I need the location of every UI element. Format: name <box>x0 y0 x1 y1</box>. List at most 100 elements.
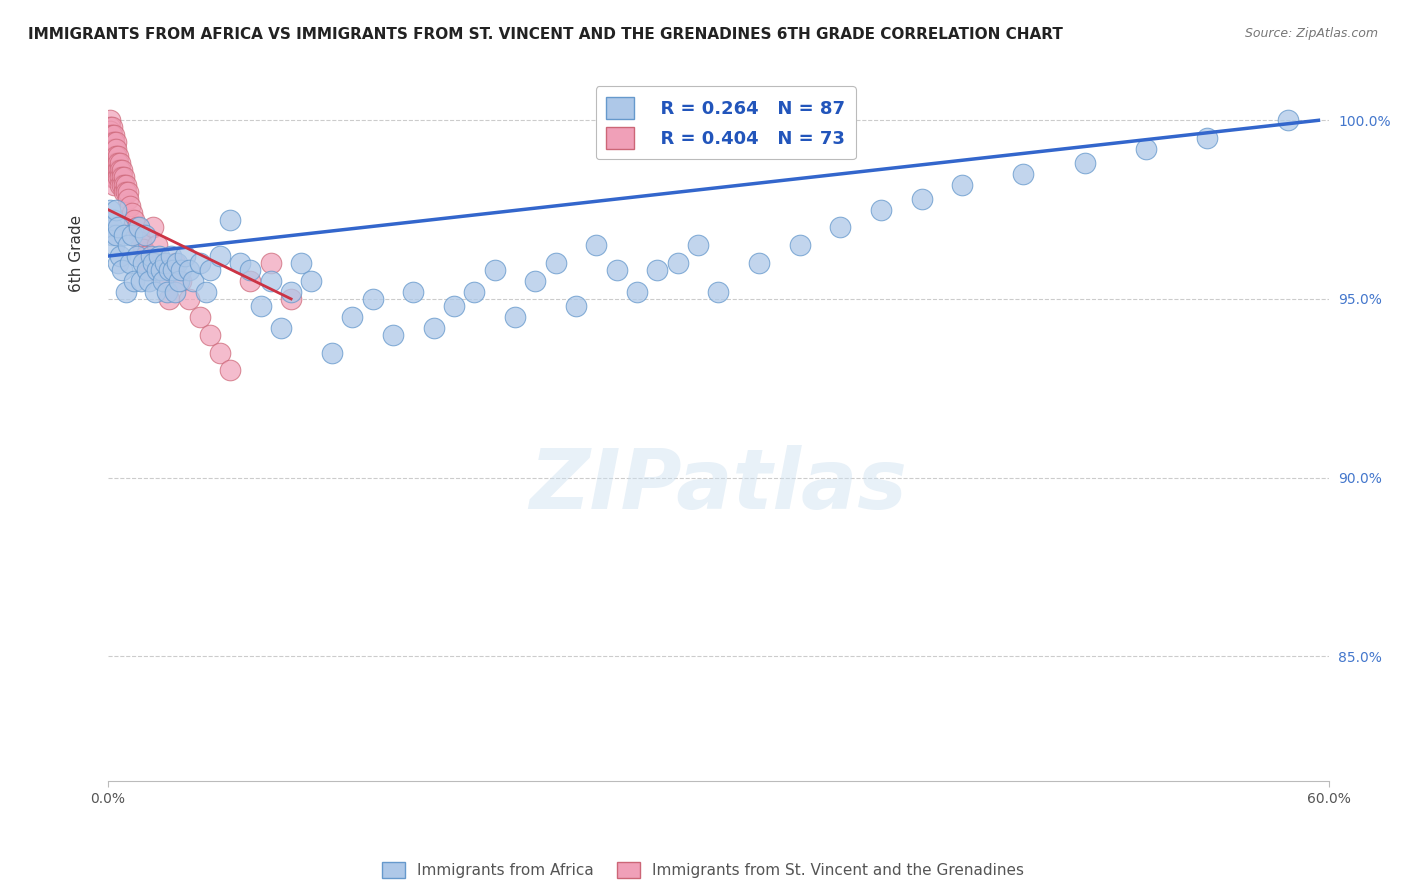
Point <box>103 135 125 149</box>
Point <box>103 142 125 156</box>
Point <box>117 192 139 206</box>
Point <box>340 310 363 324</box>
Point <box>208 249 231 263</box>
Point <box>626 285 648 299</box>
Point <box>131 242 153 256</box>
Point <box>117 185 139 199</box>
Point <box>98 128 121 142</box>
Point <box>260 274 283 288</box>
Text: IMMIGRANTS FROM AFRICA VS IMMIGRANTS FROM ST. VINCENT AND THE GRENADINES 6TH GRA: IMMIGRANTS FROM AFRICA VS IMMIGRANTS FRO… <box>28 27 1063 42</box>
Point <box>188 256 211 270</box>
Point <box>166 256 188 270</box>
Point <box>112 170 135 185</box>
Point <box>146 263 169 277</box>
Point <box>1277 113 1299 128</box>
Point <box>115 178 138 192</box>
Point <box>98 135 121 149</box>
Point <box>152 274 174 288</box>
Point <box>124 213 146 227</box>
Point <box>111 170 134 185</box>
Point <box>748 256 770 270</box>
Point <box>103 213 125 227</box>
Point <box>105 156 128 170</box>
Point <box>98 131 121 145</box>
Y-axis label: 6th Grade: 6th Grade <box>69 215 83 292</box>
Text: ZIPatlas: ZIPatlas <box>530 445 907 526</box>
Point <box>129 274 152 288</box>
Point <box>789 238 811 252</box>
Point <box>120 199 142 213</box>
Point <box>1012 167 1035 181</box>
Point <box>128 220 150 235</box>
Point <box>219 213 242 227</box>
Point <box>135 263 157 277</box>
Point <box>157 263 180 277</box>
Point <box>98 142 121 156</box>
Point <box>103 238 125 252</box>
Point <box>134 227 156 242</box>
Point <box>239 263 262 277</box>
Point <box>422 320 444 334</box>
Point <box>107 170 129 185</box>
Point <box>149 263 172 277</box>
Point <box>105 149 128 163</box>
Point <box>1135 142 1157 156</box>
Point <box>188 310 211 324</box>
Point <box>165 256 187 270</box>
Point <box>1195 131 1218 145</box>
Point <box>280 292 302 306</box>
Point <box>111 263 134 277</box>
Point <box>121 227 143 242</box>
Point <box>121 206 143 220</box>
Point <box>156 285 179 299</box>
Point <box>1073 156 1095 170</box>
Point <box>124 274 146 288</box>
Point <box>103 178 125 192</box>
Point <box>301 274 323 288</box>
Point <box>110 170 132 185</box>
Point <box>111 178 134 192</box>
Point <box>170 274 193 288</box>
Point <box>101 135 124 149</box>
Point <box>110 249 132 263</box>
Point <box>194 285 217 299</box>
Point <box>101 220 124 235</box>
Point <box>321 345 343 359</box>
Point <box>153 274 176 288</box>
Point <box>160 249 183 263</box>
Point <box>101 149 124 163</box>
Point <box>101 163 124 178</box>
Point <box>105 135 128 149</box>
Point <box>179 292 201 306</box>
Point <box>103 163 125 178</box>
Point <box>167 274 190 288</box>
Point <box>112 185 135 199</box>
Point <box>138 274 160 288</box>
Point <box>111 163 134 178</box>
Point <box>280 285 302 299</box>
Point <box>107 163 129 178</box>
Point <box>107 220 129 235</box>
Point <box>142 256 165 270</box>
Point <box>402 285 425 299</box>
Point <box>115 285 138 299</box>
Point <box>101 142 124 156</box>
Point <box>101 156 124 170</box>
Point <box>157 292 180 306</box>
Point <box>115 185 138 199</box>
Point <box>138 263 160 277</box>
Point <box>666 256 689 270</box>
Point <box>110 156 132 170</box>
Point <box>503 310 526 324</box>
Point <box>174 249 197 263</box>
Point <box>952 178 974 192</box>
Point <box>361 292 384 306</box>
Point <box>107 149 129 163</box>
Point <box>249 299 271 313</box>
Point <box>134 249 156 263</box>
Point <box>112 178 135 192</box>
Point <box>98 124 121 138</box>
Point <box>524 274 547 288</box>
Legend:   R = 0.264   N = 87,   R = 0.404   N = 73: R = 0.264 N = 87, R = 0.404 N = 73 <box>596 87 856 160</box>
Point <box>125 249 148 263</box>
